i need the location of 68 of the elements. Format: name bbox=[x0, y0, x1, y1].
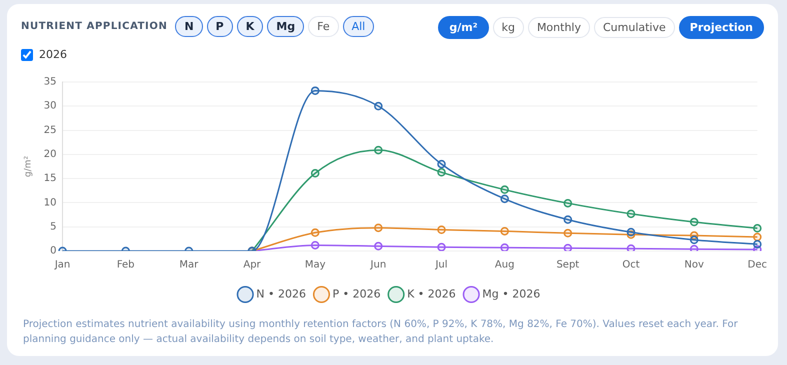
text: All bbox=[342, 16, 374, 37]
chart-title: NUTRIENT APPLICATION bbox=[21, 21, 168, 32]
point bbox=[564, 215, 572, 224]
point bbox=[437, 160, 446, 168]
point bbox=[500, 226, 509, 236]
y-tick-label: 20 bbox=[44, 149, 57, 160]
point bbox=[626, 228, 636, 236]
point bbox=[374, 102, 383, 110]
x-tick-label: Jul bbox=[434, 260, 448, 271]
y-tick-label: 15 bbox=[44, 173, 57, 184]
text: K bbox=[236, 16, 264, 37]
text: 2026 bbox=[39, 48, 67, 61]
legend-label: K • 2026 bbox=[407, 287, 456, 300]
x-tick-label: Dec bbox=[748, 260, 768, 271]
x-tick-label: May bbox=[304, 260, 326, 271]
point bbox=[626, 210, 636, 218]
point bbox=[437, 242, 446, 251]
point bbox=[374, 242, 383, 250]
text: g/m² bbox=[438, 16, 489, 39]
y-tick-label: 25 bbox=[44, 124, 57, 136]
point bbox=[564, 228, 572, 238]
text: Cumulative bbox=[594, 17, 675, 38]
x-tick-label: Jan bbox=[54, 260, 70, 271]
point bbox=[310, 86, 320, 95]
point bbox=[310, 240, 320, 250]
point bbox=[500, 185, 509, 194]
point bbox=[753, 232, 762, 242]
point bbox=[753, 224, 762, 233]
point bbox=[310, 228, 320, 237]
x-tick-label: Mar bbox=[179, 260, 200, 271]
point bbox=[564, 198, 572, 208]
y-tick-label: 35 bbox=[44, 76, 57, 88]
point bbox=[626, 244, 636, 251]
x-tick-label: Aug bbox=[494, 260, 514, 271]
point bbox=[753, 240, 762, 248]
point bbox=[310, 169, 320, 178]
point bbox=[374, 224, 383, 232]
text: N bbox=[175, 16, 203, 37]
x-tick-label: Jun bbox=[370, 260, 386, 271]
point bbox=[690, 236, 698, 244]
x-tick-label: Feb bbox=[116, 260, 135, 271]
text: Projection estimates nutrient availability using monthly retention factors (N 60%, P 92%, K 78%, Mg 82%, Fe 70%). Values reset each year. For planning guidance only — actual availability depends on soil type, weather, and plant uptake. bbox=[23, 318, 739, 347]
x-tick-label: Oct bbox=[622, 260, 640, 271]
text: Fe bbox=[308, 16, 339, 37]
text: kg bbox=[492, 17, 524, 38]
y-tick-label: 5 bbox=[50, 221, 57, 232]
legend-label: N • 2026 bbox=[256, 287, 306, 300]
point bbox=[374, 146, 383, 154]
point bbox=[437, 168, 446, 177]
y-tick-label: 30 bbox=[44, 100, 57, 112]
text: P bbox=[206, 16, 233, 37]
legend-label: Mg • 2026 bbox=[482, 287, 540, 300]
point bbox=[437, 226, 446, 234]
point bbox=[690, 218, 698, 226]
y-tick-label: 0 bbox=[50, 246, 57, 257]
point bbox=[690, 244, 698, 251]
y-axis-title: g/m² bbox=[24, 156, 34, 178]
point bbox=[564, 244, 572, 251]
point bbox=[500, 243, 509, 251]
x-tick-label: Apr bbox=[243, 260, 262, 271]
x-tick-label: Nov bbox=[684, 260, 704, 271]
text: Monthly bbox=[528, 17, 590, 38]
x-tick-label: Sept bbox=[556, 260, 580, 271]
text: Mg bbox=[267, 16, 304, 37]
text: Projection bbox=[678, 16, 764, 39]
point bbox=[500, 194, 509, 204]
legend-label: P • 2026 bbox=[332, 287, 381, 300]
y-tick-label: 10 bbox=[44, 197, 57, 208]
